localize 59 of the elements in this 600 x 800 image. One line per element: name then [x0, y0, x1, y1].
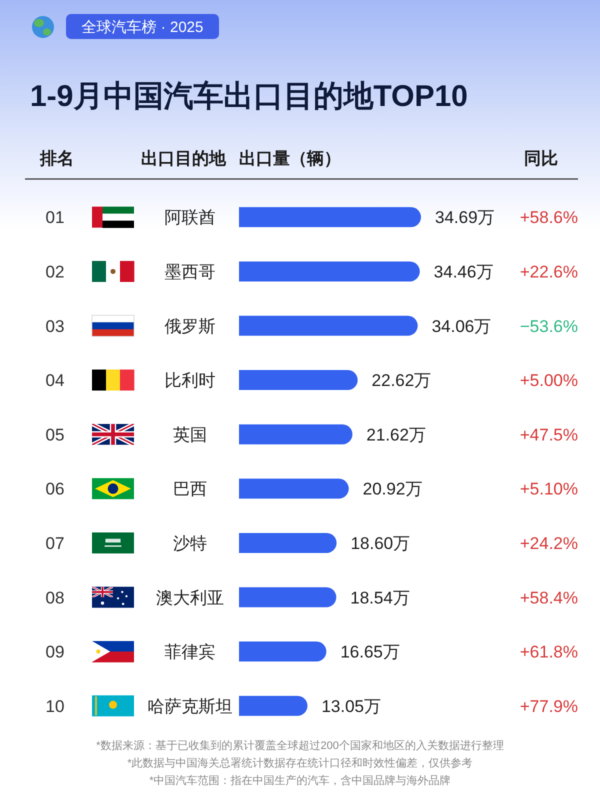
y-tick-label: 菲律宾 — [164, 642, 216, 662]
y-tick-label: 巴西 — [173, 480, 207, 499]
bar — [239, 316, 418, 336]
data-label: 13.05万 — [321, 696, 382, 716]
text: *中国汽车范围：指在中国生产的汽车，含中国品牌与海外品牌 — [149, 774, 451, 787]
chart-title: 1-9月中国汽车出口目的地TOP10 — [30, 80, 468, 113]
y-tick-label: 英国 — [173, 425, 207, 444]
x-axis-title: 出口量（辆） — [239, 149, 341, 168]
text: 04 — [46, 371, 64, 390]
text: +58.6% — [520, 208, 578, 228]
chart-subtitle: 全球汽车榜 · 2025 — [82, 19, 204, 36]
data-label: 18.60万 — [350, 534, 410, 553]
data-label: 16.65万 — [340, 642, 400, 662]
text: 08 — [46, 588, 64, 608]
text: 07 — [46, 534, 64, 553]
text: 01 — [46, 208, 64, 228]
text: 03 — [46, 316, 64, 336]
bar — [239, 696, 308, 716]
y-tick-label: 比利时 — [164, 371, 216, 390]
bar — [239, 370, 358, 390]
text: +22.6% — [520, 262, 578, 282]
data-label: 34.06万 — [432, 316, 492, 336]
text: *数据来源：基于已收集到的累计覆盖全球超过200个国家和地区的入关数据进行整理 — [96, 739, 504, 752]
data-label: 22.62万 — [372, 371, 432, 390]
bar — [239, 424, 352, 444]
y-tick-label: 俄罗斯 — [164, 316, 216, 336]
data-label: 18.54万 — [350, 588, 410, 608]
text: +58.4% — [520, 588, 578, 608]
bar — [239, 478, 349, 499]
bar — [239, 261, 420, 282]
text: 06 — [46, 480, 64, 499]
bar — [239, 207, 421, 228]
text: +47.5% — [520, 425, 578, 444]
bar — [239, 587, 336, 608]
y-tick-label: 墨西哥 — [164, 262, 216, 282]
text: +24.2% — [520, 534, 578, 553]
y-tick-label: 澳大利亚 — [156, 588, 224, 608]
data-label: 21.62万 — [366, 425, 426, 444]
bar — [239, 642, 326, 662]
y-tick-label: 哈萨克斯坦 — [148, 696, 232, 716]
text: 02 — [46, 262, 64, 282]
bar — [239, 532, 337, 553]
text: +77.9% — [520, 696, 578, 716]
text: 09 — [46, 642, 64, 662]
text: +61.8% — [520, 642, 578, 662]
text: +5.00% — [520, 371, 578, 390]
text: 排名 — [39, 149, 74, 168]
text: *此数据与中国海关总署统计数据存在统计口径和时效性偏差，仅供参考 — [127, 756, 473, 770]
y-tick-label: 阿联酋 — [164, 208, 216, 228]
data-label: 34.46万 — [434, 262, 494, 282]
text: 05 — [46, 425, 64, 444]
text: 同比 — [524, 149, 558, 168]
data-label: 20.92万 — [362, 480, 422, 499]
y-axis-title: 出口目的地 — [141, 149, 227, 168]
text: 10 — [46, 696, 64, 716]
data-label: 34.69万 — [435, 208, 495, 228]
text: +5.10% — [520, 480, 578, 499]
text: −53.6% — [520, 316, 578, 336]
y-tick-label: 沙特 — [173, 534, 207, 553]
